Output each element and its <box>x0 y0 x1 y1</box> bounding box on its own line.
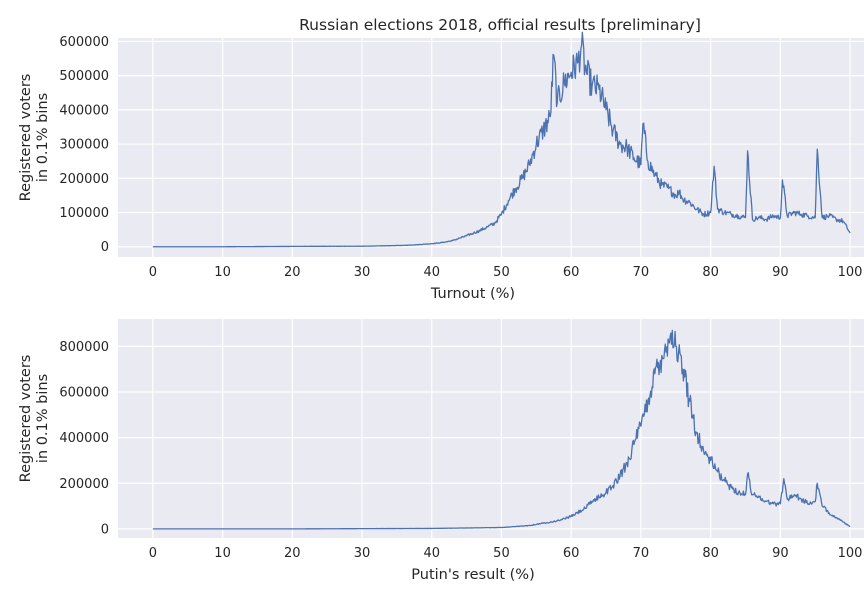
y-axis-label: Registered votersin 0.1% bins <box>18 355 51 483</box>
x-tick-label: 70 <box>633 546 650 561</box>
x-tick-label: 60 <box>563 546 580 561</box>
plot-area <box>118 38 864 257</box>
x-tick-label: 10 <box>214 546 231 561</box>
x-tick-label: 50 <box>493 546 510 561</box>
x-tick-label: 0 <box>149 546 157 561</box>
y-axis-label-line: in 0.1% bins <box>35 93 51 182</box>
y-tick-label: 200000 <box>59 172 109 187</box>
y-tick-label: 800000 <box>59 340 109 355</box>
y-tick-label: 600000 <box>59 386 109 401</box>
x-tick-label: 40 <box>423 546 440 561</box>
x-tick-label: 20 <box>284 265 301 280</box>
x-axis-label: Turnout (%) <box>430 286 515 302</box>
y-tick-label: 300000 <box>59 138 109 153</box>
y-tick-label: 0 <box>101 522 109 537</box>
x-tick-label: 40 <box>423 265 440 280</box>
x-tick-label: 60 <box>563 265 580 280</box>
y-axis-label-line: Registered voters <box>18 74 34 202</box>
x-tick-label: 50 <box>493 265 510 280</box>
x-tick-label: 70 <box>633 265 650 280</box>
y-tick-label: 200000 <box>59 477 109 492</box>
x-tick-label: 90 <box>772 265 789 280</box>
y-tick-label: 400000 <box>59 103 109 118</box>
x-axis-label: Putin's result (%) <box>411 567 534 583</box>
chart-title: Russian elections 2018, official results… <box>299 16 701 34</box>
x-tick-label: 30 <box>354 546 371 561</box>
series-line <box>152 329 851 530</box>
plot-area <box>118 319 864 538</box>
y-tick-label: 400000 <box>59 431 109 446</box>
x-tick-label: 30 <box>354 265 371 280</box>
y-axis-label-line: in 0.1% bins <box>35 374 51 463</box>
x-tick-label: 80 <box>702 546 719 561</box>
x-tick-label: 10 <box>214 265 231 280</box>
chart-panel-2: 0 10 20 30 40 50 60 70 80 90 100 0 200000 400000 60000… <box>18 319 864 583</box>
x-tick-label: 0 <box>149 265 157 280</box>
x-tick-label: 20 <box>284 546 301 561</box>
chart-panel-1: 0 10 20 30 40 50 60 70 80 90 100 0 100000 200000 30000… <box>18 31 864 302</box>
x-tick-label: 100 <box>838 265 863 280</box>
x-tick-label: 100 <box>838 546 863 561</box>
y-tick-label: 500000 <box>59 69 109 84</box>
series-line <box>152 31 851 248</box>
y-tick-label: 100000 <box>59 206 109 221</box>
y-axis-label-line: Registered voters <box>18 355 34 483</box>
y-tick-label: 600000 <box>59 35 109 50</box>
y-axis-label: Registered votersin 0.1% bins <box>18 74 51 202</box>
x-tick-label: 90 <box>772 546 789 561</box>
y-tick-label: 0 <box>101 240 109 255</box>
x-tick-label: 80 <box>702 265 719 280</box>
